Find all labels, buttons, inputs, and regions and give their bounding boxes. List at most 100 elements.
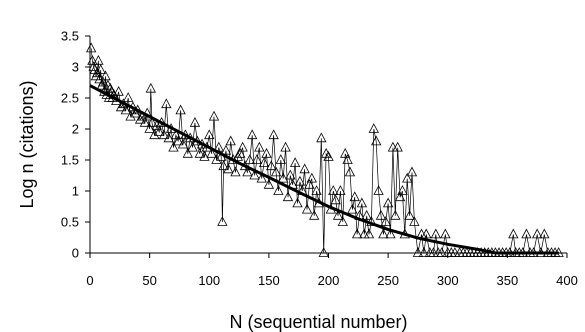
- data-point-triangle: [206, 147, 217, 158]
- data-point-triangle: [145, 82, 156, 93]
- data-point-triangle: [289, 157, 301, 167]
- y-tick-label: 1.5: [61, 153, 79, 168]
- data-point-triangle: [330, 194, 341, 205]
- data-point-triangle: [194, 147, 205, 158]
- data-point-triangle: [154, 126, 165, 136]
- data-point-triangle: [309, 209, 320, 220]
- data-point-triangle: [406, 166, 418, 177]
- data-point-triangle: [261, 147, 272, 158]
- data-point-triangle: [175, 104, 186, 115]
- data-point-triangle: [189, 116, 201, 127]
- data-point-triangle: [244, 154, 255, 164]
- data-point-triangle: [316, 132, 327, 143]
- data-point-triangle: [223, 163, 234, 174]
- data-point-triangle: [278, 172, 289, 183]
- x-axis-title: N (sequential number): [229, 312, 407, 332]
- data-point-triangle: [436, 247, 447, 257]
- data-point-triangle: [263, 178, 275, 189]
- data-point-triangle: [430, 228, 441, 239]
- data-point-triangle: [120, 104, 131, 115]
- data-point-triangle: [380, 216, 391, 226]
- data-point-triangle: [137, 110, 148, 121]
- data-point-triangle: [342, 154, 353, 164]
- data-point-triangle: [402, 172, 413, 183]
- data-layer: [86, 42, 564, 257]
- trend-line: [89, 84, 559, 255]
- data-point-triangle: [270, 166, 282, 177]
- x-tick-label: 300: [437, 273, 459, 288]
- y-tick-label: 3: [72, 60, 79, 75]
- data-point-triangle: [151, 120, 162, 130]
- data-point-triangle: [375, 209, 387, 220]
- data-point-triangle: [368, 123, 379, 133]
- data-point-triangle: [217, 216, 228, 226]
- data-point-triangle: [418, 247, 430, 257]
- x-tick-label: 150: [258, 273, 280, 288]
- x-tick-label: 0: [86, 273, 93, 288]
- data-point-triangle: [378, 228, 389, 239]
- data-point-triangle: [125, 110, 136, 121]
- data-point-triangle: [139, 116, 151, 127]
- data-point-triangle: [95, 64, 106, 74]
- data-point-triangle: [113, 85, 124, 96]
- y-tick-label: 3.5: [61, 29, 79, 44]
- data-point-triangle: [332, 209, 344, 220]
- data-point-triangle: [161, 98, 172, 109]
- data-point-triangle: [242, 166, 253, 177]
- x-tick-label: 250: [377, 273, 399, 288]
- data-point-triangle: [168, 141, 179, 152]
- data-point-triangle: [102, 79, 114, 90]
- data-point-triangle: [301, 203, 313, 214]
- y-tick-label: 0.5: [61, 215, 79, 230]
- data-point-triangle: [285, 169, 296, 180]
- data-point-triangle: [318, 247, 329, 257]
- x-tick-label: 350: [497, 273, 519, 288]
- data-point-triangle: [282, 191, 294, 202]
- data-point-triangle: [275, 154, 286, 164]
- data-point-triangle: [361, 209, 372, 220]
- data-point-triangle: [182, 147, 193, 158]
- data-point-triangle: [382, 197, 394, 208]
- data-point-triangle: [335, 185, 346, 195]
- data-point-triangle: [273, 185, 284, 195]
- data-point-triangle: [337, 216, 348, 226]
- data-point-triangle: [211, 154, 222, 164]
- data-point-triangle: [344, 166, 356, 177]
- data-point-triangle: [311, 185, 322, 195]
- y-tick-label: 1: [72, 184, 79, 199]
- data-point-triangle: [158, 129, 170, 140]
- data-point-triangle: [230, 166, 241, 177]
- data-point-triangle: [122, 92, 134, 102]
- axes: [89, 36, 567, 254]
- data-point-triangle: [320, 147, 332, 158]
- data-point-triangle: [232, 151, 244, 161]
- data-point-triangle: [404, 209, 415, 220]
- data-point-triangle: [390, 209, 401, 220]
- data-point-triangle: [144, 123, 155, 133]
- data-point-triangle: [328, 185, 339, 195]
- data-point-triangle: [220, 144, 232, 155]
- data-point-triangle: [421, 228, 432, 239]
- data-point-triangle: [249, 169, 260, 180]
- ticks: [85, 35, 568, 258]
- data-point-triangle: [149, 129, 160, 140]
- data-point-triangle: [254, 141, 265, 152]
- data-point-triangle: [130, 107, 141, 118]
- data-point-triangle: [412, 247, 424, 257]
- data-point-triangle: [258, 157, 270, 167]
- data-point-triangle: [199, 151, 210, 161]
- data-point-triangle: [251, 154, 263, 164]
- data-point-triangle: [134, 113, 146, 124]
- y-tick-label: 0: [72, 246, 79, 261]
- data-point-triangle: [177, 138, 189, 149]
- data-point-triangle: [351, 228, 363, 239]
- data-point-triangle: [371, 135, 382, 146]
- data-point-triangle: [539, 228, 550, 239]
- data-point-triangle: [340, 147, 351, 158]
- labels: 0 0.5 1 1.5 2 2.5 3 3.5 0 50 100 150 200 250 300 350 400…: [17, 29, 578, 332]
- data-point-triangle: [394, 191, 406, 202]
- data-point-triangle: [268, 129, 279, 140]
- data-point-triangle: [97, 76, 109, 87]
